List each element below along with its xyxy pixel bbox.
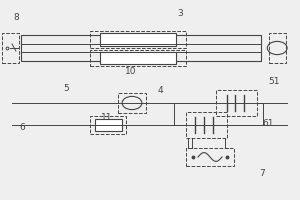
Text: 10: 10 xyxy=(125,66,136,75)
Text: 61: 61 xyxy=(263,118,274,128)
Bar xyxy=(100,33,176,46)
Text: 4: 4 xyxy=(158,86,163,95)
Bar xyxy=(186,148,234,166)
Bar xyxy=(2,33,19,63)
Bar xyxy=(186,112,226,138)
Bar xyxy=(94,119,122,131)
Text: 11: 11 xyxy=(101,112,112,121)
Text: 8: 8 xyxy=(14,12,20,21)
Bar xyxy=(216,90,256,116)
Bar xyxy=(21,35,261,61)
Text: 5: 5 xyxy=(63,84,69,93)
Bar xyxy=(90,50,186,66)
Text: 51: 51 xyxy=(269,76,280,86)
Text: 6: 6 xyxy=(20,123,26,132)
Text: 3: 3 xyxy=(177,8,183,18)
Bar xyxy=(118,93,146,113)
Bar xyxy=(100,52,176,64)
Bar xyxy=(268,33,286,63)
Bar xyxy=(90,116,126,134)
Bar xyxy=(90,31,186,48)
Text: 7: 7 xyxy=(260,170,266,178)
